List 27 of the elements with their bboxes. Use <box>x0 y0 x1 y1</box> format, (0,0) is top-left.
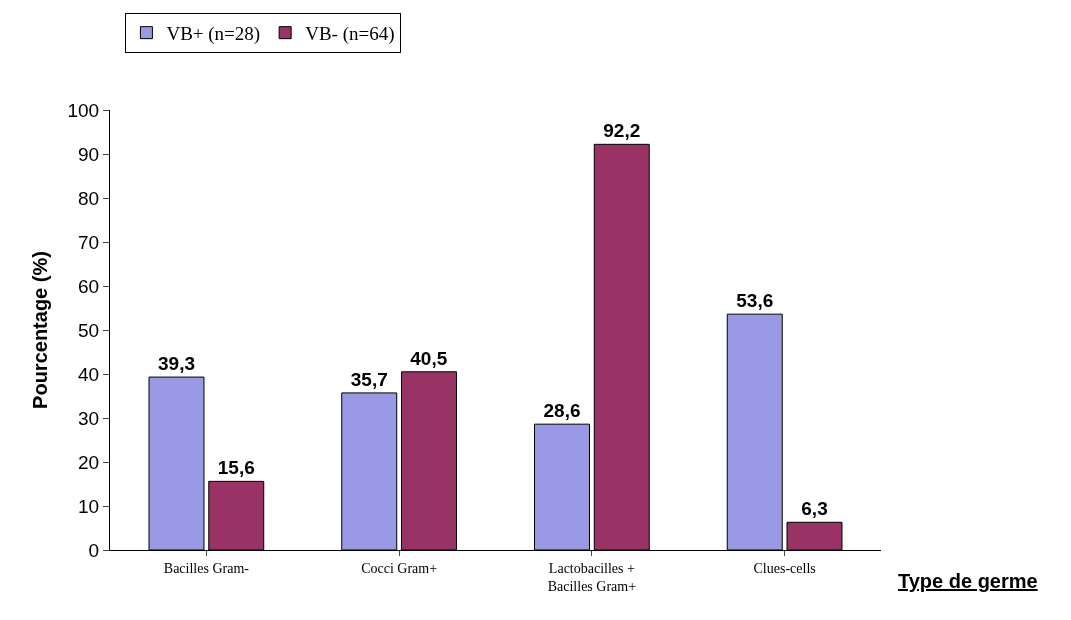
y-tick-label: 70 <box>78 231 100 253</box>
x-tick-label: Lactobacilles + Bacilles Gram+ <box>547 560 637 594</box>
y-tick-label: 30 <box>78 407 100 429</box>
data-label: 39,3 <box>158 353 195 375</box>
y-tick-label: 100 <box>67 99 100 121</box>
data-label: 15,6 <box>217 457 255 479</box>
y-tick-label: 20 <box>78 451 100 473</box>
y-tick-label: 10 <box>78 495 100 517</box>
y-tick-label: 60 <box>78 275 100 297</box>
data-label: 53,6 <box>736 290 774 312</box>
y-tick-label: 80 <box>78 187 100 209</box>
x-tick-label: Bacilles Gram- <box>163 560 250 576</box>
legend-label: VB+ (n=28) <box>166 23 261 46</box>
y-axis-title: Pourcentage (%) <box>29 251 51 409</box>
y-tick-label: 90 <box>78 143 100 165</box>
legend-label: VB- (n=64) <box>305 23 395 46</box>
x-axis-title: Type de germe <box>898 570 1038 592</box>
y-tick-label: 40 <box>78 363 100 385</box>
y-tick-label: 50 <box>78 319 100 341</box>
x-tick-label: Cocci Gram+ <box>361 560 438 576</box>
data-label: 35,7 <box>350 368 388 390</box>
data-label: 28,6 <box>543 400 581 422</box>
data-label: 92,2 <box>603 120 641 142</box>
x-tick-label: Clues-cells <box>753 560 816 576</box>
data-label: 6,3 <box>801 498 828 520</box>
y-tick-label: 0 <box>88 539 100 561</box>
data-label: 40,5 <box>410 347 448 369</box>
